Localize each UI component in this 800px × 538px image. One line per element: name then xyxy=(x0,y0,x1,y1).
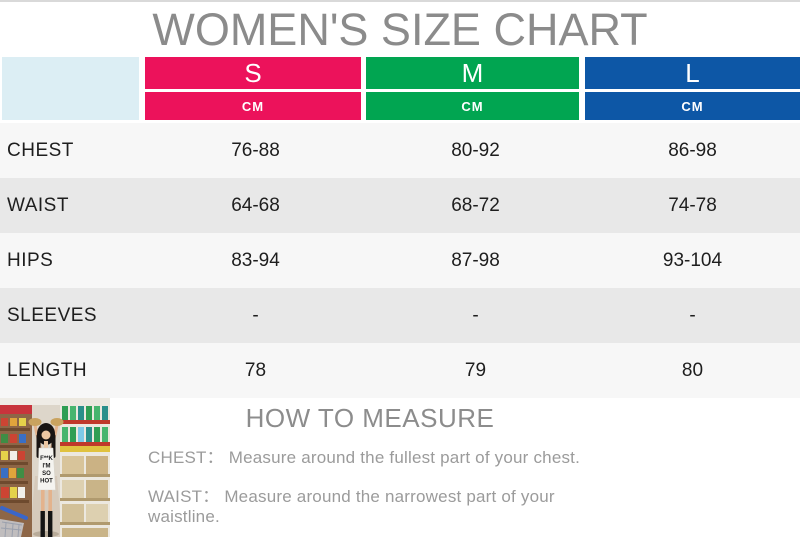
cell-hips-s: 83-94 xyxy=(231,249,280,271)
table-row-chest: CHEST 76-88 80-92 86-98 xyxy=(0,123,800,178)
cell-chest-l: 86-98 xyxy=(668,139,717,161)
how-to-measure-block: HOW TO MEASURE CHEST： Measure around the… xyxy=(110,398,630,538)
cell-hips-l: 93-104 xyxy=(662,249,723,271)
row-label: LENGTH xyxy=(7,359,88,381)
table-row-length: LENGTH 78 79 80 xyxy=(0,343,800,398)
size-header-s: S xyxy=(145,57,361,89)
supermarket-photo-illustration: F**K I'M SO HOT xyxy=(0,398,110,538)
dress-text-line-1: F**K xyxy=(40,456,53,462)
how-to-measure-heading: HOW TO MEASURE xyxy=(245,403,495,433)
table-row-hips: HIPS 83-94 87-98 93-104 xyxy=(0,233,800,288)
measure-instruction-chest: CHEST： Measure around the fullest part o… xyxy=(148,448,581,467)
measure-instructions-list: CHEST： Measure around the fullest part o… xyxy=(110,443,630,538)
cell-sleeves-m: - xyxy=(472,304,479,326)
row-label: SLEEVES xyxy=(7,304,98,326)
cell-sleeves-s: - xyxy=(252,304,259,326)
table-row-waist: WAIST 64-68 68-72 74-78 xyxy=(0,178,800,233)
size-header-m: M xyxy=(366,57,579,89)
dress-text-line-2: I'M xyxy=(42,464,50,470)
cell-length-s: 78 xyxy=(244,359,267,381)
page-title: WOMEN'S SIZE CHART xyxy=(152,4,648,55)
row-label: WAIST xyxy=(7,194,69,216)
size-table-body: CHEST 76-88 80-92 86-98 WAIST 64-68 68-7… xyxy=(0,123,800,398)
row-label: HIPS xyxy=(7,249,54,271)
how-to-measure-section: F**K I'M SO HOT HOW TO MEASURE CHEST： Me… xyxy=(0,398,800,538)
dress-text-line-4: HOT xyxy=(40,479,53,485)
cell-chest-m: 80-92 xyxy=(451,139,500,161)
unit-header-m: CM xyxy=(366,92,579,120)
unit-header-l: CM xyxy=(585,92,800,120)
measure-instruction-waist: WAIST： Measure around the narrowest part… xyxy=(148,487,555,526)
size-table-header: S M L CM CM CM xyxy=(0,57,800,120)
cell-length-m: 79 xyxy=(464,359,487,381)
table-row-sleeves: SLEEVES - - - xyxy=(0,288,800,343)
header-corner-cell xyxy=(2,57,139,120)
dress-text-line-3: SO xyxy=(42,471,51,477)
cell-length-l: 80 xyxy=(681,359,704,381)
cell-waist-l: 74-78 xyxy=(668,194,717,216)
size-header-l: L xyxy=(585,57,800,89)
unit-header-s: CM xyxy=(145,92,361,120)
cell-waist-s: 64-68 xyxy=(231,194,280,216)
cell-hips-m: 87-98 xyxy=(451,249,500,271)
cell-sleeves-l: - xyxy=(689,304,696,326)
row-label: CHEST xyxy=(7,139,74,161)
supermarket-model-photo: F**K I'M SO HOT xyxy=(0,398,110,538)
cell-waist-m: 68-72 xyxy=(451,194,500,216)
cell-chest-s: 76-88 xyxy=(231,139,280,161)
